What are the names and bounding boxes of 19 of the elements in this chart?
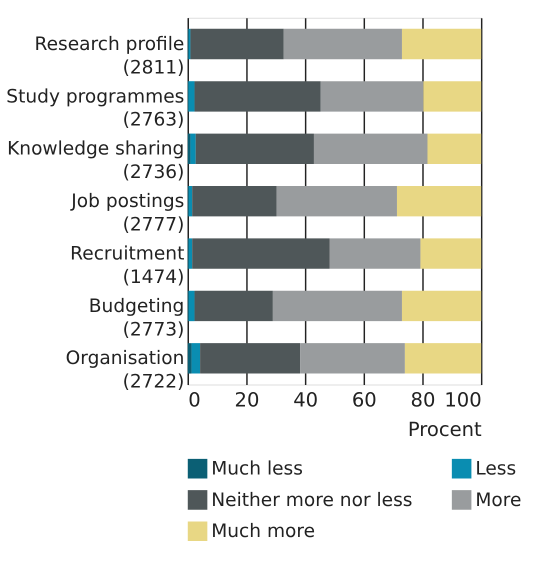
y-tick-label: Recruitment (1474) [70, 243, 184, 288]
x-tick-label: 100 [444, 388, 482, 412]
legend-label: Much less [211, 458, 303, 480]
y-tick-label: Study programmes (2763) [6, 86, 184, 131]
legend-label: Neither more nor less [211, 490, 412, 511]
x-tick-label: 20 [234, 388, 260, 412]
x-tick-label: 40 [293, 388, 318, 412]
y-tick-label: Job postings (2777) [70, 191, 184, 236]
y-tick-label: Budgeting (2773) [88, 296, 184, 340]
legend-label: Much more [211, 521, 316, 542]
x-tick-label: 80 [410, 388, 436, 412]
legend-label: More [475, 490, 522, 511]
y-tick-label: Research profile (2811) [34, 34, 184, 78]
x-axis-title: Procent [408, 418, 482, 441]
x-tick-label: 60 [352, 388, 377, 412]
x-tick-label: 0 [188, 388, 201, 412]
legend-label: Less [475, 458, 516, 480]
y-tick-label: Organisation (2722) [66, 348, 184, 393]
y-tick-label: Knowledge sharing (2736) [7, 138, 184, 184]
